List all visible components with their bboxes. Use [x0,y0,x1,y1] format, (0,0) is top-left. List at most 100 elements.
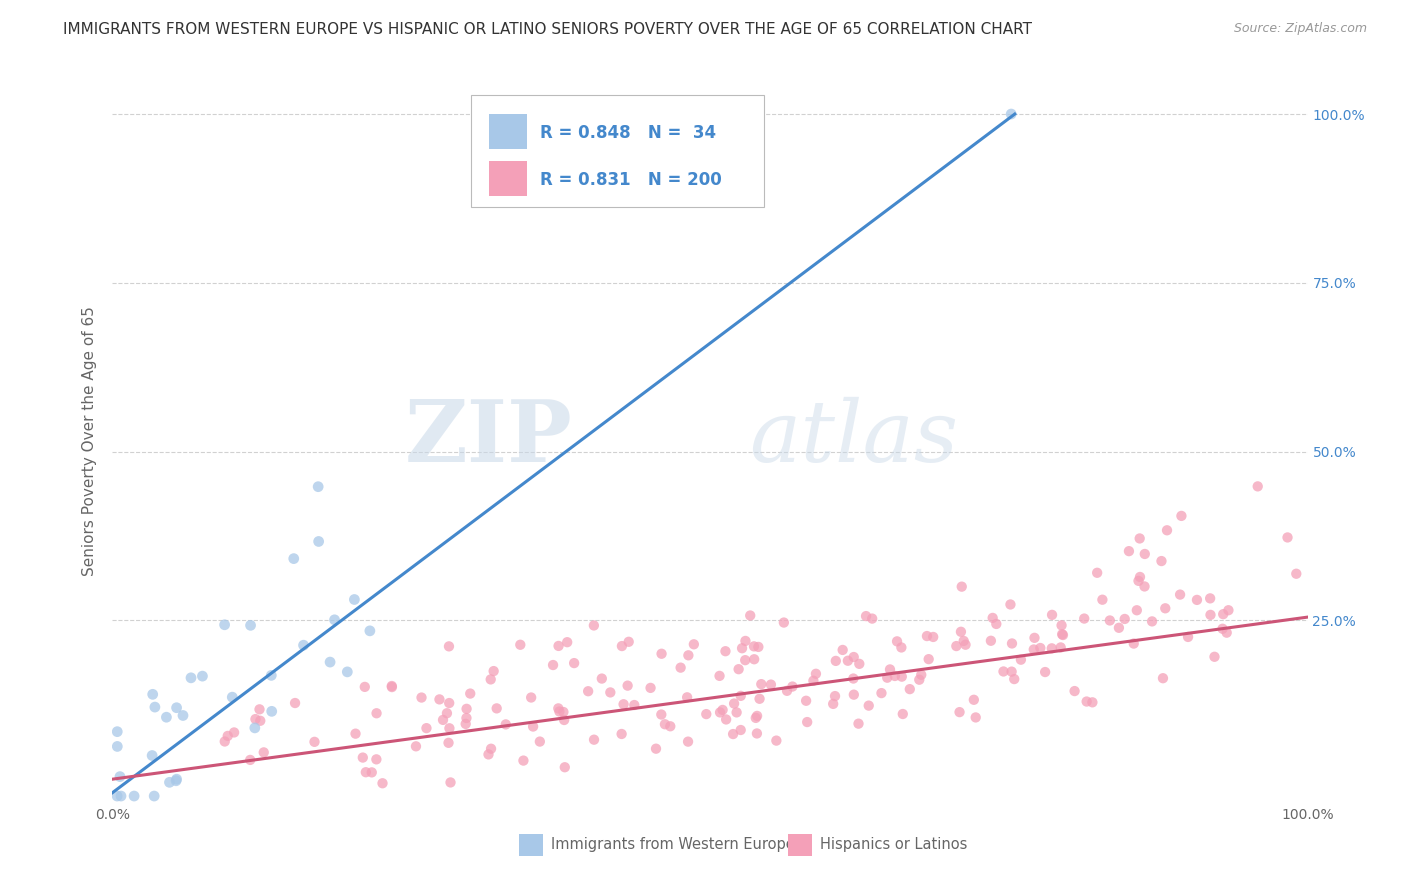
Point [730,689,752,703]
Point [890,670,912,684]
Point [858,698,880,713]
Point [454,717,477,731]
Point [742,652,765,666]
Point [1277,531,1299,545]
Point [610,639,633,653]
Point [1022,642,1045,657]
Point [108,770,131,784]
Point [1185,593,1208,607]
Point [945,639,967,653]
Point [366,752,388,766]
Point [837,654,859,668]
Point [1073,611,1095,625]
Point [1063,684,1085,698]
Point [922,630,945,644]
Point [110,789,132,803]
Point [886,634,908,648]
Point [1000,598,1022,612]
Point [1170,508,1192,523]
Point [1204,649,1226,664]
Point [165,773,187,788]
Point [1001,636,1024,650]
Point [650,707,672,722]
Point [482,664,505,678]
Point [610,727,633,741]
Point [742,640,765,654]
Point [848,716,870,731]
Point [1098,614,1121,628]
Point [284,696,307,710]
Point [142,687,165,701]
Point [582,618,605,632]
Point [1081,695,1104,709]
Point [1033,665,1056,679]
Point [749,677,772,691]
Point [714,644,737,658]
Point [1168,588,1191,602]
Point [1129,532,1152,546]
Point [1133,547,1156,561]
Point [541,658,564,673]
Point [950,580,973,594]
Point [1091,592,1114,607]
Point [1050,618,1073,632]
Point [678,648,700,663]
Point [1199,591,1222,606]
Point [307,480,329,494]
Point [221,690,243,705]
Point [796,714,818,729]
Point [910,668,932,682]
Point [745,711,768,725]
Point [981,611,1004,625]
Point [359,624,381,638]
Point [759,677,782,691]
Point [669,660,692,674]
Point [745,726,768,740]
Point [245,712,267,726]
Point [249,714,271,728]
Point [1218,603,1240,617]
Point [214,734,236,748]
Point [883,669,905,683]
Point [1040,607,1063,622]
Point [890,640,912,655]
Point [354,765,377,780]
Point [1247,479,1270,493]
Point [1150,554,1173,568]
FancyBboxPatch shape [471,95,763,207]
Point [1140,615,1163,629]
Point [891,706,914,721]
Point [253,745,276,759]
Point [623,698,645,712]
Point [842,650,865,665]
Point [949,624,972,639]
Point [224,725,246,739]
Point [803,673,825,688]
Bar [787,834,811,855]
Point [831,643,853,657]
Point [239,618,262,632]
Point [709,706,731,720]
Point [547,639,569,653]
Point [141,748,163,763]
Point [520,690,543,705]
Point [659,719,682,733]
Point [723,697,745,711]
Text: IMMIGRANTS FROM WESTERN EUROPE VS HISPANIC OR LATINO SENIORS POVERTY OVER THE AG: IMMIGRANTS FROM WESTERN EUROPE VS HISPAN… [63,22,1032,37]
Point [898,682,921,697]
Point [439,721,461,735]
Point [582,732,605,747]
Point [166,700,188,714]
Point [1215,625,1237,640]
Point [1212,622,1234,636]
Point [159,775,181,789]
Point [576,684,599,698]
Point [1133,579,1156,593]
Point [323,613,346,627]
Point [870,686,893,700]
Point [548,705,571,719]
Text: Hispanics or Latinos: Hispanics or Latinos [820,838,967,852]
Point [304,735,326,749]
Point [381,679,404,693]
Point [553,713,575,727]
